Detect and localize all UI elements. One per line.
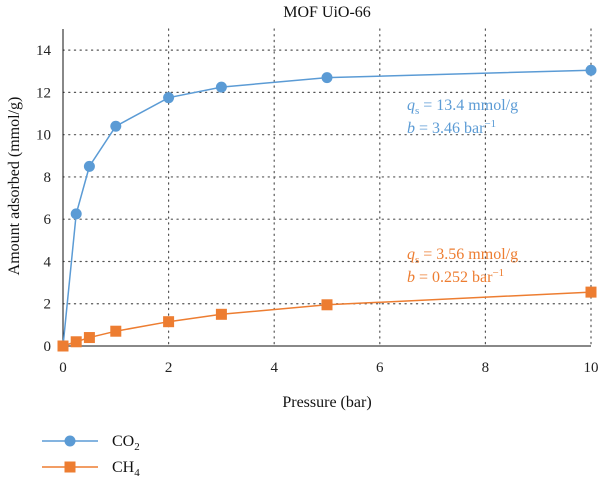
data-point [163, 92, 175, 104]
legend-label: CH4 [112, 459, 140, 478]
data-point [321, 299, 333, 311]
annotation-capacity: qs = 13.4 mmol/g [407, 97, 518, 117]
data-point [585, 64, 597, 76]
y-tick-label: 8 [44, 170, 52, 186]
y-tick-label: 12 [36, 85, 51, 101]
data-point [215, 81, 227, 93]
x-tick-label: 0 [59, 360, 67, 376]
data-point [83, 332, 95, 344]
annotations: qs = 13.4 mmol/gb = 3.46 bar−1 qs = 3.56 … [407, 97, 518, 286]
legend-item-ch4: CH4 [42, 459, 140, 478]
axes [62, 29, 591, 347]
x-tick-label: 8 [482, 360, 490, 376]
x-tick-label: 2 [165, 360, 173, 376]
x-tick-label: 4 [270, 360, 278, 376]
chart-title: MOF UiO-66 [283, 4, 371, 21]
series-co2 [57, 64, 597, 352]
series-ch4 [57, 286, 597, 352]
y-tick-label: 14 [36, 43, 52, 59]
legend-marker [64, 461, 76, 473]
legend-item-co2: CO2 [42, 433, 140, 453]
annotation-affinity: b = 0.252 bar−1 [407, 267, 504, 286]
x-tick-labels: 0 2 4 6 8 10 [59, 360, 598, 376]
data-point [585, 286, 597, 298]
x-tick-label: 6 [376, 360, 384, 376]
data-point [321, 72, 333, 84]
y-tick-label: 0 [44, 339, 52, 355]
data-point [70, 208, 82, 220]
annotation-affinity: b = 3.46 bar−1 [407, 118, 496, 137]
y-axis-title: Amount adsorbed (mmol/g) [6, 97, 23, 276]
y-tick-labels: 0 2 4 6 8 10 12 14 [36, 43, 52, 355]
y-tick-label: 2 [44, 297, 52, 313]
annotation-capacity: qs = 3.56 mmol/g [407, 246, 518, 266]
data-point [57, 340, 69, 352]
x-axis-title: Pressure (bar) [282, 394, 371, 411]
y-tick-label: 10 [36, 128, 51, 144]
y-tick-label: 4 [44, 254, 52, 270]
legend-marker [64, 435, 76, 447]
grid-lines [62, 28, 592, 347]
y-tick-label: 6 [44, 212, 52, 228]
data-point [70, 336, 82, 348]
data-point [83, 160, 95, 172]
series-layer [57, 64, 597, 352]
data-point [110, 325, 122, 337]
data-point [110, 120, 122, 132]
data-point [215, 308, 227, 320]
legend-label: CO2 [112, 433, 140, 453]
x-tick-label: 10 [584, 360, 599, 376]
data-point [163, 316, 175, 328]
series-line [62, 69, 592, 347]
